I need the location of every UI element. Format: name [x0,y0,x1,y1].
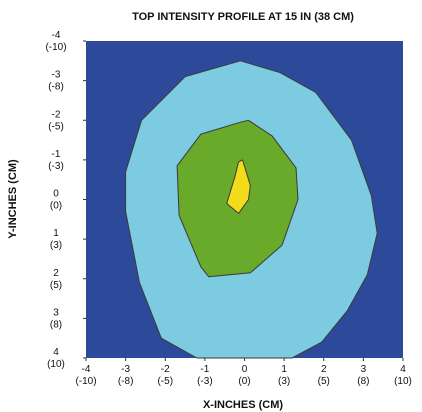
y-tick-label-cm: (3) [50,240,62,251]
region-center [226,159,251,214]
x-tick-label: 0 [242,364,248,375]
x-tick-label-cm: (3) [278,376,290,387]
y-tick-label: 0 [53,189,59,200]
y-tick-label: -2 [52,109,61,120]
y-axis-ticks: -4(-10) -3(-8) -2(-5) -1(-3) 0(0) 1(3) 2(5) 3(8… [45,30,86,370]
y-tick-label: -1 [52,149,61,160]
y-tick-label-cm: (-3) [48,161,64,172]
y-tick-label-cm: (8) [50,319,62,330]
intensity-regions [125,60,378,359]
x-tick-label-cm: (-3) [197,376,213,387]
x-tick-label-cm: (8) [357,376,369,387]
y-tick-label: -3 [52,70,61,81]
y-tick-label-cm: (-10) [45,42,66,53]
y-tick-label: 3 [53,307,59,318]
x-tick-label-cm: (10) [394,376,412,387]
y-tick-label: -4 [52,30,61,41]
y-tick-label-cm: (-5) [48,121,64,132]
y-tick-label-cm: (-8) [48,82,64,93]
x-axis-label: X-INCHES (CM) [203,399,283,411]
y-tick-label: 4 [53,347,59,358]
x-tick-label: 4 [400,364,406,375]
x-axis-ticks: -4(-10) -3(-8) -2(-5) -1(-3) 0(0) 1(3) 2(5) 3(8… [75,358,412,387]
x-tick-label: -1 [200,364,209,375]
chart-title: TOP INTENSITY PROFILE AT 15 IN (38 CM) [132,11,354,23]
y-tick-label-cm: (10) [47,359,65,370]
y-tick-label-cm: (0) [50,201,62,212]
x-tick-label-cm: (-10) [75,376,96,387]
x-tick-label: 3 [361,364,367,375]
x-tick-label: -2 [161,364,170,375]
x-tick-label: -3 [121,364,130,375]
x-tick-label-cm: (-8) [118,376,134,387]
y-tick-label: 1 [53,228,59,239]
x-tick-label: 2 [321,364,327,375]
y-tick-label: 2 [53,268,59,279]
x-tick-label-cm: (-5) [157,376,173,387]
x-tick-label-cm: (0) [238,376,250,387]
plot-area: -4(-10)-3(-8)-2(-5)-1(-3)0(0)1(3)2(5)3(8… [45,30,411,387]
x-tick-label-cm: (5) [318,376,330,387]
x-tick-label: -4 [82,364,91,375]
y-axis-label: Y-INCHES (CM) [7,159,19,239]
y-tick-label-cm: (5) [50,280,62,291]
x-tick-label: 1 [281,364,287,375]
